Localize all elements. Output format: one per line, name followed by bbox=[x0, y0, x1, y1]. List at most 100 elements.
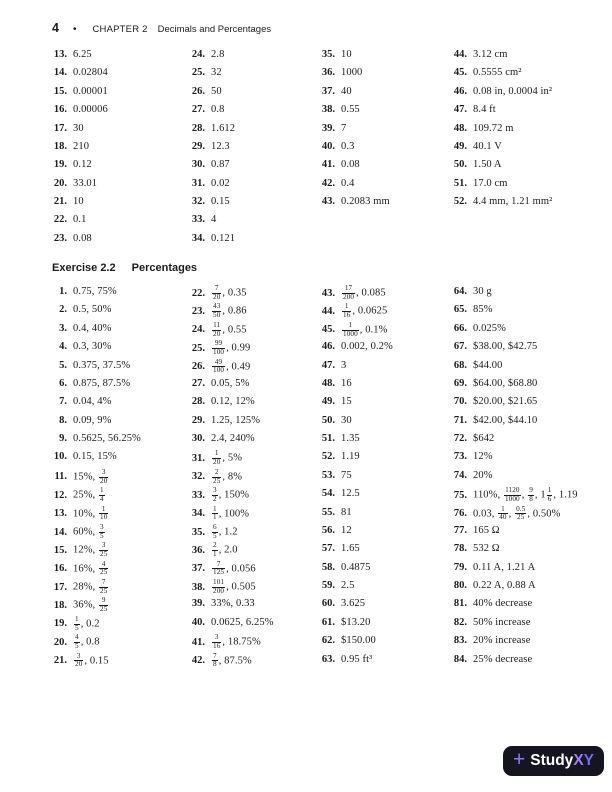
answer-item: 59. 2.5 bbox=[314, 579, 446, 592]
answer-value: $64.00, $68.80 bbox=[473, 377, 538, 389]
answer-item: 37. 40 bbox=[314, 85, 446, 98]
answer-number: 22. bbox=[53, 214, 67, 226]
answer-number: 70. bbox=[453, 396, 467, 408]
answer-item: 28. 1.612 bbox=[184, 122, 314, 135]
answer-value: 28%, 7 25 bbox=[73, 578, 109, 595]
answer-item: 76. 0.03, 1 40, 0.5 25, 0.50% bbox=[446, 505, 612, 521]
exercise-title: Percentages bbox=[131, 262, 198, 274]
answer-value: 17 200, 0.085 bbox=[342, 284, 386, 301]
answer-item: 40. 0.3 bbox=[314, 140, 446, 153]
answer-item: 20. 33.01 bbox=[46, 177, 184, 190]
section-percentages-answers: 1. 0.75, 75% 2. 0.5, 50% 3. 0.4, 40% 4. 0.3, 30… bbox=[46, 284, 612, 671]
answer-value: 49 100, 0.49 bbox=[212, 357, 251, 375]
answer-number: 52. bbox=[321, 451, 335, 463]
answer-value: 0.0625, 6.25% bbox=[211, 616, 274, 628]
answer-value: 532 Ω bbox=[473, 543, 500, 555]
answers-column-3: 35. 10 36. 1000 37. 40 38. 0.55 39. 7 40. 0.3 41. 0.0… bbox=[314, 48, 446, 250]
answer-value: 30 g bbox=[473, 286, 492, 297]
answer-item: 17. 30 bbox=[46, 122, 184, 135]
answer-number: 29. bbox=[191, 140, 205, 152]
answer-number: 28. bbox=[191, 396, 205, 408]
answer-value: 0.04, 4% bbox=[73, 396, 112, 408]
answer-number: 28. bbox=[191, 122, 205, 134]
answer-value: 0.00006 bbox=[73, 104, 108, 116]
fraction: 1 16 bbox=[342, 302, 352, 320]
answer-value: 40 bbox=[341, 85, 352, 97]
answer-number: 1. bbox=[59, 286, 67, 297]
answer-number: 84. bbox=[453, 653, 467, 665]
answer-item: 78. 532 Ω bbox=[446, 542, 612, 555]
answer-number: 58. bbox=[321, 561, 335, 573]
answer-value: 6.25 bbox=[73, 49, 92, 60]
answer-value: 81 bbox=[341, 506, 352, 518]
answer-value: 0.11 A, 1.21 A bbox=[473, 561, 536, 573]
answer-item: 32. 0.15 bbox=[184, 195, 314, 208]
brand-x: X bbox=[573, 752, 584, 769]
answer-number: 78. bbox=[453, 543, 467, 555]
answer-number: 77. bbox=[453, 524, 467, 536]
answer-value: $642 bbox=[473, 433, 495, 444]
answer-number: 26. bbox=[191, 361, 205, 373]
answer-number: 53. bbox=[321, 469, 335, 481]
answer-number: 57. bbox=[321, 543, 335, 555]
answer-item: 34. 0.121 bbox=[184, 232, 314, 245]
answer-item: 67. $38.00, $42.75 bbox=[446, 340, 612, 353]
answer-value: 0.4875 bbox=[341, 561, 371, 573]
answer-number: 3. bbox=[59, 322, 67, 334]
answer-value: 12%, 3 25 bbox=[73, 541, 109, 559]
answer-value: 0.12 bbox=[73, 159, 92, 171]
answer-value: 8.4 ft bbox=[473, 104, 496, 116]
answer-value: 1 16, 0.0625 bbox=[342, 302, 388, 320]
answer-number: 12. bbox=[53, 489, 67, 501]
answer-number: 49. bbox=[453, 140, 467, 152]
answer-value: 0.875, 87.5% bbox=[73, 377, 131, 389]
fraction: 99 100 bbox=[212, 339, 226, 356]
answer-number: 33. bbox=[191, 214, 205, 226]
answer-number: 37. bbox=[321, 85, 335, 97]
answer-value: 0.05, 5% bbox=[211, 377, 250, 389]
answer-number: 21. bbox=[53, 196, 67, 207]
answer-value: 0.5555 cm² bbox=[473, 67, 522, 79]
answer-value: 3.12 cm bbox=[473, 49, 508, 60]
answer-number: 19. bbox=[53, 159, 67, 171]
answer-item: 16. 16%, 4 25 bbox=[46, 560, 184, 576]
answer-number: 48. bbox=[321, 377, 335, 389]
answer-item: 9. 0.5625, 56.25% bbox=[46, 432, 184, 445]
fraction: 1 1000 bbox=[342, 320, 359, 338]
answer-item: 56. 12 bbox=[314, 524, 446, 537]
answer-item: 6. 0.875, 87.5% bbox=[46, 377, 184, 390]
answer-number: 43. bbox=[321, 287, 335, 299]
answer-value: 7 20, 0.35 bbox=[212, 284, 247, 301]
answer-item: 68. $44.00 bbox=[446, 359, 612, 372]
answer-number: 25. bbox=[191, 67, 205, 79]
answer-item: 21. 10 bbox=[46, 195, 184, 208]
answer-item: 37. 7 125, 0.056 bbox=[184, 560, 314, 576]
answer-item: 38. 101 200, 0.505 bbox=[184, 578, 314, 594]
answer-value: 0.025% bbox=[473, 322, 506, 334]
answer-item: 64. 30 g bbox=[446, 285, 612, 298]
answer-number: 32. bbox=[191, 196, 205, 207]
answer-item: 49. 15 bbox=[314, 395, 446, 408]
answer-item: 19. 1 5, 0.2 bbox=[46, 615, 184, 631]
answer-item: 45. 1 1000, 0.1% bbox=[314, 321, 446, 337]
fraction: 7 20 bbox=[212, 284, 222, 301]
answer-number: 8. bbox=[59, 414, 67, 426]
answer-number: 9. bbox=[59, 433, 67, 444]
fraction: 1 10 bbox=[99, 504, 109, 522]
answer-value: 3 16, 18.75% bbox=[212, 633, 261, 650]
answer-item: 69. $64.00, $68.80 bbox=[446, 377, 612, 390]
answer-number: 26. bbox=[191, 85, 205, 97]
answer-item: 65. 85% bbox=[446, 303, 612, 316]
answer-number: 5. bbox=[59, 359, 67, 371]
answers-column-1: 13. 6.25 14. 0.02804 15. 0.00001 16. 0.00006 17.… bbox=[46, 48, 184, 250]
answer-item: 49. 40.1 V bbox=[446, 140, 612, 153]
answer-number: 27. bbox=[191, 377, 205, 389]
answer-number: 30. bbox=[191, 433, 205, 444]
